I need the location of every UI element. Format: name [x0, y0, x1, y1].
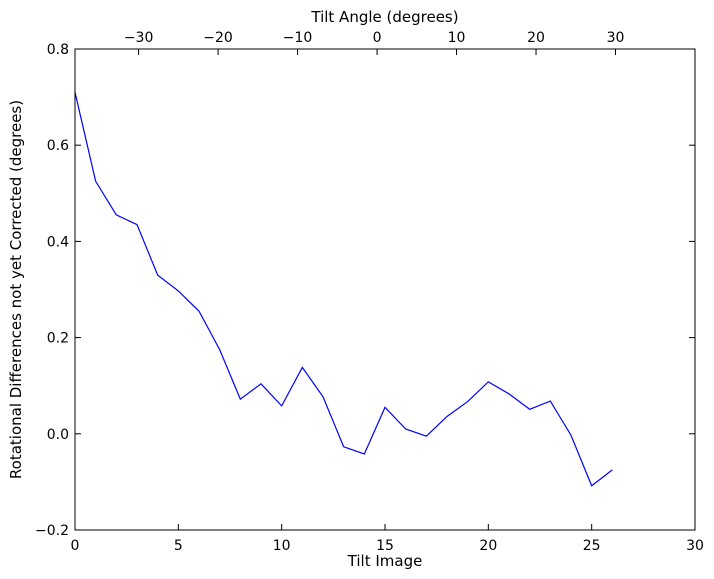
x-tick-label: 25 — [583, 538, 601, 554]
top-tick-label: −20 — [203, 30, 233, 46]
y-tick-label: −0.2 — [35, 523, 69, 539]
y-axis-label: Rotational Differences not yet Corrected… — [7, 100, 25, 479]
x-tick-label: 5 — [174, 538, 183, 554]
y-tick-label: 0.6 — [47, 138, 69, 154]
y-tick-label: 0.8 — [47, 42, 69, 58]
top-tick-label: 20 — [527, 30, 545, 46]
x-tick-label: 10 — [273, 538, 291, 554]
plot-frame — [74, 48, 696, 531]
top-tick-label: −10 — [283, 30, 313, 46]
y-tick-label: 0.4 — [47, 234, 69, 250]
y-tick-label: 0.2 — [47, 331, 69, 347]
y-tick-label: 0.0 — [47, 427, 69, 443]
top-tick-label: 10 — [448, 30, 466, 46]
tick-labels-layer: 0 5 10 15 20 25 30 −0.2 0.0 0.2 0.4 0.6 0.8 −30 −20 −10… — [35, 30, 704, 554]
x-axis-label: Tilt Image — [347, 552, 423, 570]
x-tick-label: 0 — [71, 538, 80, 554]
top-tick-label: 0 — [373, 30, 382, 46]
top-axis-label: Tilt Angle (degrees) — [310, 8, 458, 26]
top-tick-label: 30 — [607, 30, 625, 46]
x-tick-label: 15 — [376, 538, 394, 554]
ticks-layer — [74, 48, 696, 531]
x-tick-label: 30 — [686, 538, 704, 554]
top-tick-label: −30 — [124, 30, 154, 46]
x-tick-label: 20 — [479, 538, 497, 554]
series-layer — [74, 92, 613, 487]
series-line — [74, 92, 613, 487]
